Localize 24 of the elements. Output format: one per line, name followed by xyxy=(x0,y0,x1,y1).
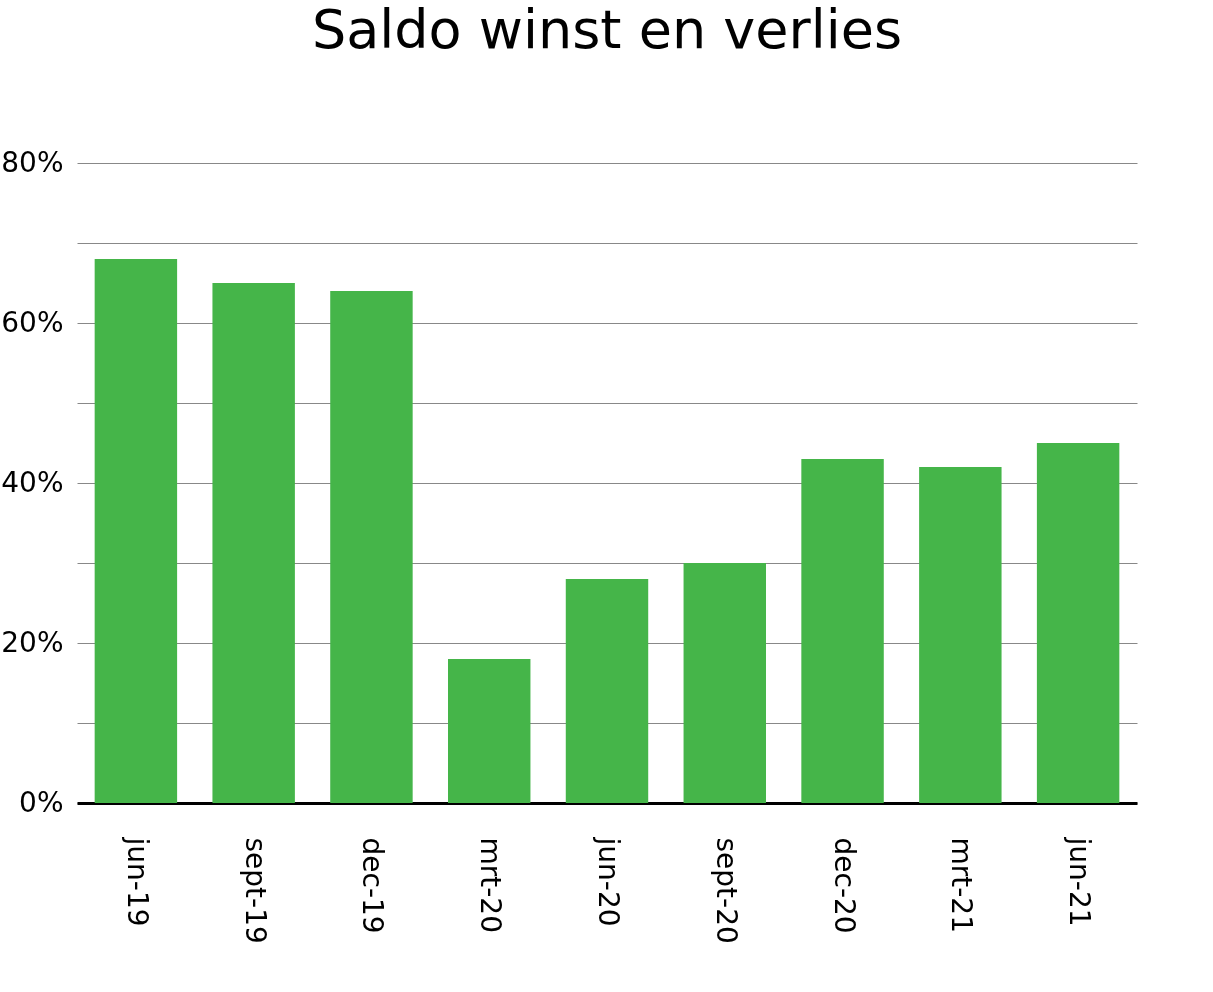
x-tick-label: dec-20 xyxy=(827,837,861,934)
x-tick-label: sept-20 xyxy=(709,837,743,944)
y-tick-label: 40% xyxy=(1,465,64,499)
x-tick-label: dec-19 xyxy=(356,837,390,934)
y-tick-label: 60% xyxy=(1,305,64,339)
bar xyxy=(1036,443,1120,803)
bar xyxy=(565,579,649,803)
bar xyxy=(683,563,766,803)
x-tick-label: jun-20 xyxy=(592,836,625,927)
bar xyxy=(94,259,178,803)
y-tick-label: 80% xyxy=(1,145,64,179)
x-tick-label: mrt-21 xyxy=(945,837,979,933)
x-tick-label: mrt-20 xyxy=(474,837,508,933)
chart-title: Saldo winst en verlies xyxy=(311,0,903,61)
x-tick-label: jun-19 xyxy=(120,836,154,927)
y-tick-label: 20% xyxy=(1,625,64,659)
bar xyxy=(330,291,413,803)
bar xyxy=(801,459,884,803)
x-tick-label: jun-21 xyxy=(1063,836,1097,927)
bar xyxy=(919,467,1002,803)
bar xyxy=(212,283,295,803)
y-tick-label: 0% xyxy=(19,785,64,819)
x-tick-label: sept-19 xyxy=(238,837,272,944)
bar xyxy=(448,659,531,803)
